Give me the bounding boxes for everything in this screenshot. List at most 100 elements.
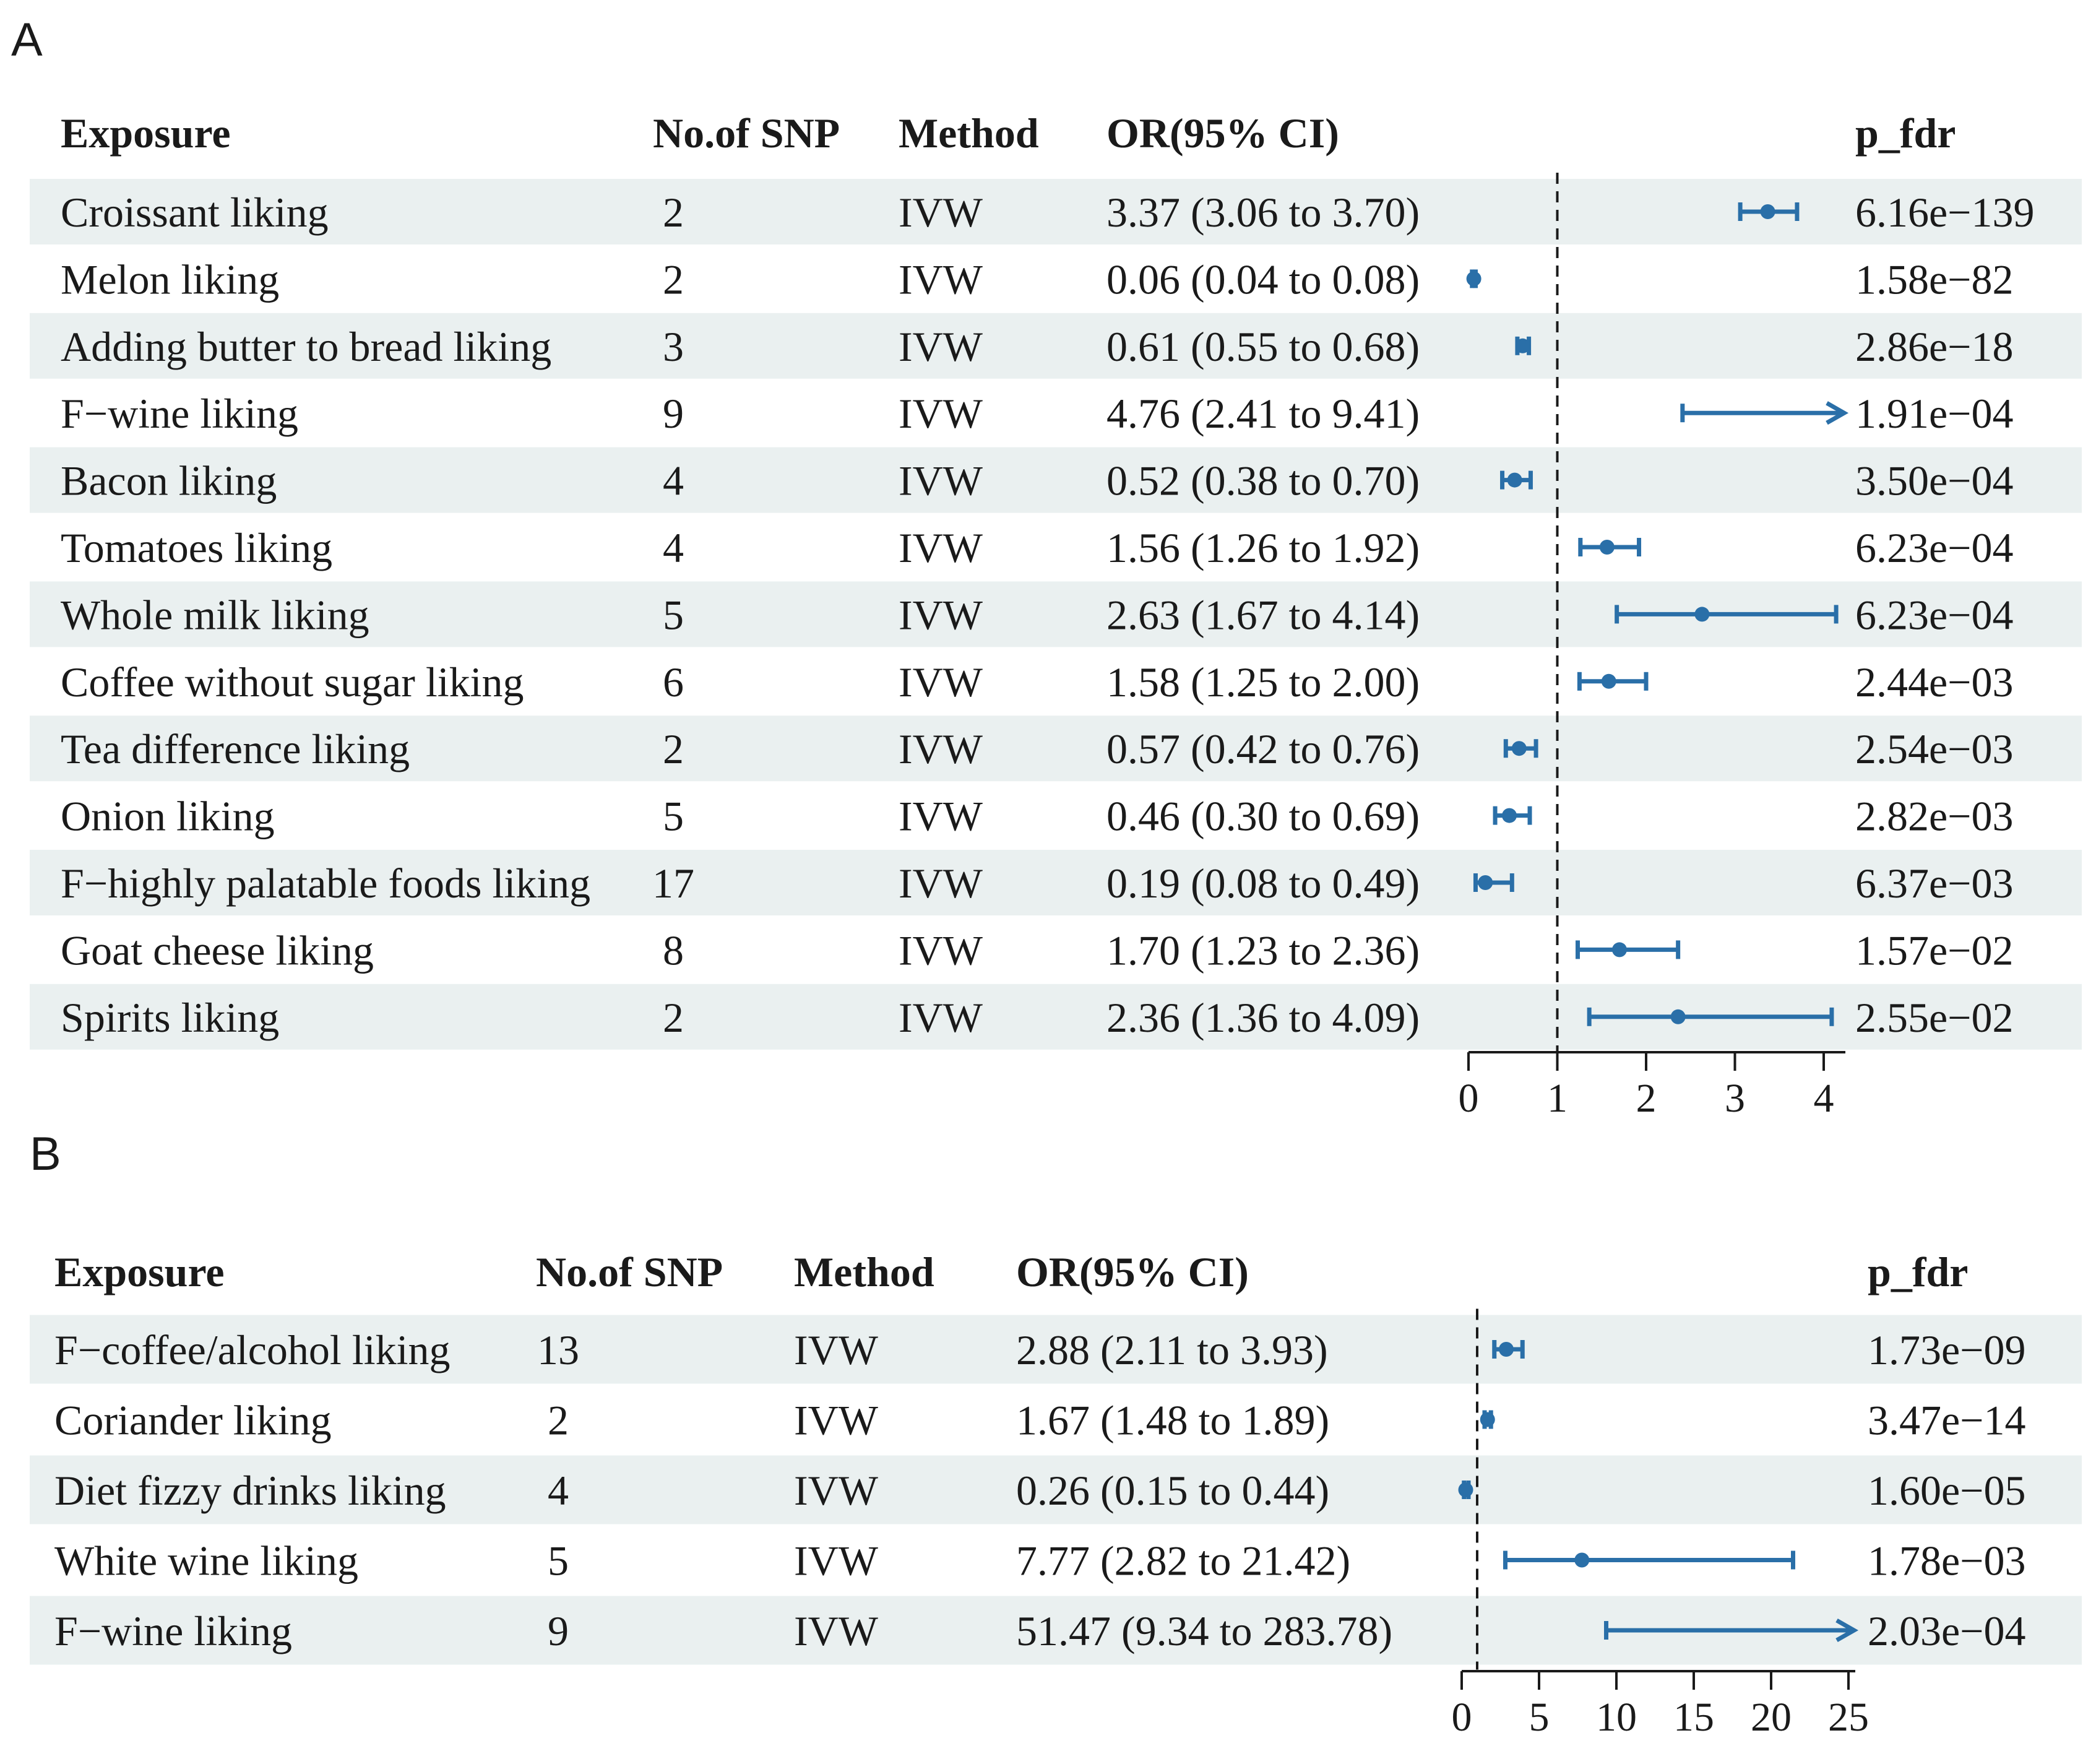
- or-point: [1611, 942, 1627, 958]
- or-point: [1466, 271, 1481, 287]
- nsnp-value: 2: [548, 1397, 569, 1444]
- method-value: IVW: [794, 1537, 879, 1585]
- method-value: IVW: [899, 725, 983, 772]
- exposure-label: F−wine liking: [54, 1607, 292, 1654]
- row-band: [30, 447, 2082, 513]
- pfdr-value: 1.78e−03: [1868, 1537, 2026, 1585]
- method-value: IVW: [794, 1467, 879, 1514]
- or-point: [1480, 1412, 1495, 1427]
- pfdr-value: 3.50e−04: [1855, 457, 2014, 504]
- or-ci-text: 3.37 (3.06 to 3.70): [1106, 189, 1420, 236]
- or-ci-text: 4.76 (2.41 to 9.41): [1106, 390, 1420, 437]
- exposure-label: Goat cheese liking: [61, 927, 374, 974]
- exposure-label: Adding butter to bread liking: [61, 323, 551, 370]
- or-point: [1670, 1009, 1686, 1024]
- row-band: [30, 313, 2082, 379]
- or-ci-text: 2.63 (1.67 to 4.14): [1106, 591, 1420, 638]
- header-or: OR(95% CI): [1016, 1248, 1249, 1295]
- exposure-label: F−highly palatable foods liking: [61, 860, 590, 907]
- row-band: [30, 716, 2082, 782]
- row-band: [30, 850, 2082, 915]
- nsnp-value: 2: [663, 256, 684, 303]
- header-pfdr: p_fdr: [1868, 1248, 1968, 1295]
- exposure-label: Croissant liking: [61, 189, 329, 236]
- exposure-label: Coriander liking: [54, 1397, 332, 1444]
- pfdr-value: 6.23e−04: [1855, 524, 2014, 571]
- exposure-label: Onion liking: [61, 793, 275, 840]
- method-value: IVW: [899, 524, 983, 571]
- exposure-label: Bacon liking: [61, 457, 277, 504]
- or-ci-text: 1.67 (1.48 to 1.89): [1016, 1397, 1329, 1444]
- x-tick-label: 15: [1673, 1695, 1714, 1740]
- pfdr-value: 1.91e−04: [1855, 390, 2014, 437]
- pfdr-value: 6.37e−03: [1855, 860, 2014, 907]
- nsnp-value: 4: [548, 1467, 569, 1514]
- pfdr-value: 2.54e−03: [1855, 725, 2014, 772]
- x-tick-label: 1: [1547, 1076, 1568, 1121]
- nsnp-value: 5: [663, 591, 684, 638]
- ci-arrow: [1826, 401, 1849, 425]
- pfdr-value: 6.23e−04: [1855, 591, 2014, 638]
- method-value: IVW: [899, 659, 983, 706]
- or-ci-text: 0.26 (0.15 to 0.44): [1016, 1467, 1329, 1514]
- method-value: IVW: [899, 793, 983, 840]
- or-ci-text: 0.52 (0.38 to 0.70): [1106, 457, 1420, 504]
- or-point: [1601, 673, 1616, 689]
- or-point: [1574, 1552, 1590, 1568]
- or-ci-text: 1.70 (1.23 to 2.36): [1106, 927, 1420, 974]
- method-value: IVW: [899, 189, 983, 236]
- method-value: IVW: [794, 1397, 879, 1444]
- method-value: IVW: [899, 927, 983, 974]
- header-exposure: Exposure: [61, 110, 231, 157]
- method-value: IVW: [899, 390, 983, 437]
- pfdr-value: 6.16e−139: [1855, 189, 2035, 236]
- panel-letter-b: B: [30, 1128, 61, 1180]
- pfdr-value: 2.86e−18: [1855, 323, 2014, 370]
- header-method: Method: [899, 110, 1039, 157]
- exposure-label: Melon liking: [61, 256, 279, 303]
- exposure-label: Tea difference liking: [61, 725, 410, 772]
- header-pfdr: p_fdr: [1855, 110, 1956, 157]
- or-ci-text: 0.61 (0.55 to 0.68): [1106, 323, 1420, 370]
- nsnp-value: 4: [663, 524, 684, 571]
- nsnp-value: 8: [663, 927, 684, 974]
- nsnp-value: 9: [548, 1607, 569, 1654]
- header-or: OR(95% CI): [1106, 110, 1339, 157]
- x-tick-label: 25: [1828, 1695, 1869, 1740]
- or-ci-text: 0.19 (0.08 to 0.49): [1106, 860, 1420, 907]
- or-ci-text: 1.58 (1.25 to 2.00): [1106, 659, 1420, 706]
- x-tick-label: 5: [1529, 1695, 1550, 1740]
- panel-letter-a: A: [11, 14, 43, 66]
- or-point: [1499, 1342, 1514, 1357]
- header-exposure: Exposure: [54, 1248, 225, 1295]
- or-ci-text: 51.47 (9.34 to 283.78): [1016, 1607, 1392, 1654]
- or-ci-text: 0.06 (0.04 to 0.08): [1106, 256, 1420, 303]
- or-point: [1599, 540, 1615, 555]
- exposure-label: F−coffee/alcohol liking: [54, 1326, 451, 1373]
- exposure-label: Tomatoes liking: [61, 524, 332, 571]
- pfdr-value: 1.58e−82: [1855, 256, 2014, 303]
- or-point: [1760, 204, 1775, 219]
- or-ci-text: 2.36 (1.36 to 4.09): [1106, 994, 1420, 1041]
- nsnp-value: 9: [663, 390, 684, 437]
- or-ci-text: 0.46 (0.30 to 0.69): [1106, 793, 1420, 840]
- x-tick-label: 0: [1459, 1076, 1479, 1121]
- nsnp-value: 3: [663, 323, 684, 370]
- exposure-label: F−wine liking: [61, 390, 298, 437]
- header-nsnp: No.of SNP: [653, 110, 840, 157]
- or-point: [1458, 1482, 1473, 1497]
- nsnp-value: 5: [663, 793, 684, 840]
- exposure-label: Diet fizzy drinks liking: [54, 1467, 446, 1514]
- nsnp-value: 17: [652, 860, 694, 907]
- method-value: IVW: [794, 1607, 879, 1654]
- method-value: IVW: [899, 591, 983, 638]
- header-method: Method: [794, 1248, 934, 1295]
- or-point: [1511, 741, 1527, 756]
- method-value: IVW: [899, 323, 983, 370]
- nsnp-value: 6: [663, 659, 684, 706]
- exposure-label: White wine liking: [54, 1537, 358, 1585]
- or-point: [1502, 808, 1517, 823]
- nsnp-value: 2: [663, 725, 684, 772]
- pfdr-value: 2.03e−04: [1868, 1607, 2026, 1654]
